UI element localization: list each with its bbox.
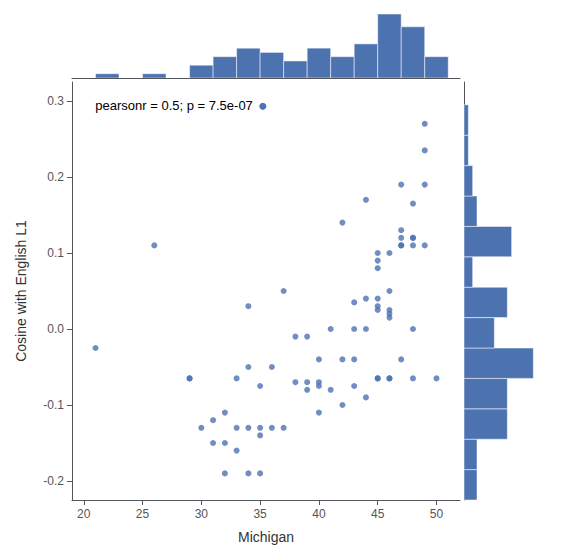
svg-text:-0.1: -0.1 [43, 398, 64, 412]
svg-text:30: 30 [195, 507, 209, 521]
svg-text:0.0: 0.0 [47, 322, 64, 336]
svg-text:0.1: 0.1 [47, 246, 64, 260]
svg-text:40: 40 [312, 507, 326, 521]
svg-text:Michigan: Michigan [238, 529, 294, 545]
svg-text:0.2: 0.2 [47, 170, 64, 184]
svg-text:45: 45 [371, 507, 385, 521]
svg-text:50: 50 [430, 507, 444, 521]
svg-text:35: 35 [253, 507, 267, 521]
svg-text:Cosine with English L1: Cosine with English L1 [13, 220, 29, 362]
svg-text:25: 25 [136, 507, 150, 521]
svg-text:0.3: 0.3 [47, 94, 64, 108]
svg-text:-0.2: -0.2 [43, 474, 64, 488]
svg-text:20: 20 [77, 507, 91, 521]
svg-text:pearsonr = 0.5; p = 7.5e-07: pearsonr = 0.5; p = 7.5e-07 [95, 98, 253, 113]
